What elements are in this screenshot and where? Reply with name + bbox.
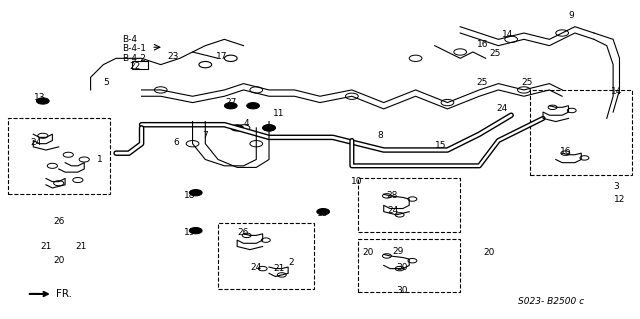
Text: B-4-1: B-4-1 <box>122 44 147 53</box>
FancyBboxPatch shape <box>8 118 109 194</box>
Text: FR.: FR. <box>29 289 72 299</box>
Text: 25: 25 <box>522 78 532 86</box>
Text: 12: 12 <box>614 195 625 204</box>
Text: 18: 18 <box>184 191 195 200</box>
Text: 11: 11 <box>273 109 284 118</box>
Text: 25: 25 <box>490 49 501 58</box>
Text: 22: 22 <box>129 62 141 71</box>
Text: B-4-2: B-4-2 <box>122 54 147 63</box>
Text: 7: 7 <box>202 131 208 140</box>
Text: 20: 20 <box>362 248 374 257</box>
Text: 2: 2 <box>289 258 294 267</box>
Circle shape <box>189 227 202 234</box>
Text: 25: 25 <box>477 78 488 86</box>
Bar <box>132 62 148 69</box>
Circle shape <box>262 125 275 131</box>
Text: 1: 1 <box>97 155 103 164</box>
Text: 8: 8 <box>378 131 383 140</box>
Text: 24: 24 <box>251 263 262 271</box>
Circle shape <box>317 209 330 215</box>
Text: 21: 21 <box>273 264 284 273</box>
Circle shape <box>225 103 237 109</box>
Text: 14: 14 <box>502 30 514 39</box>
Text: 5: 5 <box>104 78 109 86</box>
FancyBboxPatch shape <box>218 223 314 289</box>
Circle shape <box>246 103 259 109</box>
Text: 24: 24 <box>496 104 508 113</box>
FancyBboxPatch shape <box>358 178 460 232</box>
Text: 10: 10 <box>351 177 363 186</box>
Text: 6: 6 <box>173 137 179 147</box>
Text: 20: 20 <box>53 256 65 264</box>
Text: 9: 9 <box>569 11 575 20</box>
Text: 16: 16 <box>559 147 571 156</box>
Circle shape <box>189 189 202 196</box>
FancyBboxPatch shape <box>358 239 460 292</box>
Text: 16: 16 <box>477 40 488 48</box>
Text: 24: 24 <box>31 137 42 147</box>
Text: S023- B2500 c: S023- B2500 c <box>518 297 584 306</box>
Text: 13: 13 <box>317 209 329 218</box>
Text: 3: 3 <box>613 182 619 191</box>
Text: 27: 27 <box>225 98 236 107</box>
Circle shape <box>231 125 244 131</box>
Text: 26: 26 <box>53 217 65 226</box>
Text: 29: 29 <box>393 247 404 256</box>
Text: 24: 24 <box>388 206 399 215</box>
Text: 19: 19 <box>184 228 195 237</box>
Text: 28: 28 <box>387 191 397 200</box>
Text: B-4: B-4 <box>122 35 138 44</box>
Text: 4: 4 <box>244 119 250 128</box>
Text: 17: 17 <box>216 52 227 61</box>
Text: 20: 20 <box>483 248 495 257</box>
Text: 21: 21 <box>76 242 87 251</box>
Text: 30: 30 <box>396 263 407 271</box>
Text: 26: 26 <box>238 228 249 237</box>
Circle shape <box>36 98 49 104</box>
Text: 14: 14 <box>611 87 622 96</box>
Text: 21: 21 <box>40 242 52 251</box>
FancyBboxPatch shape <box>531 90 632 175</box>
Text: 30: 30 <box>396 286 407 295</box>
Text: 15: 15 <box>435 141 447 150</box>
Text: 13: 13 <box>34 93 45 102</box>
Text: 23: 23 <box>168 52 179 61</box>
